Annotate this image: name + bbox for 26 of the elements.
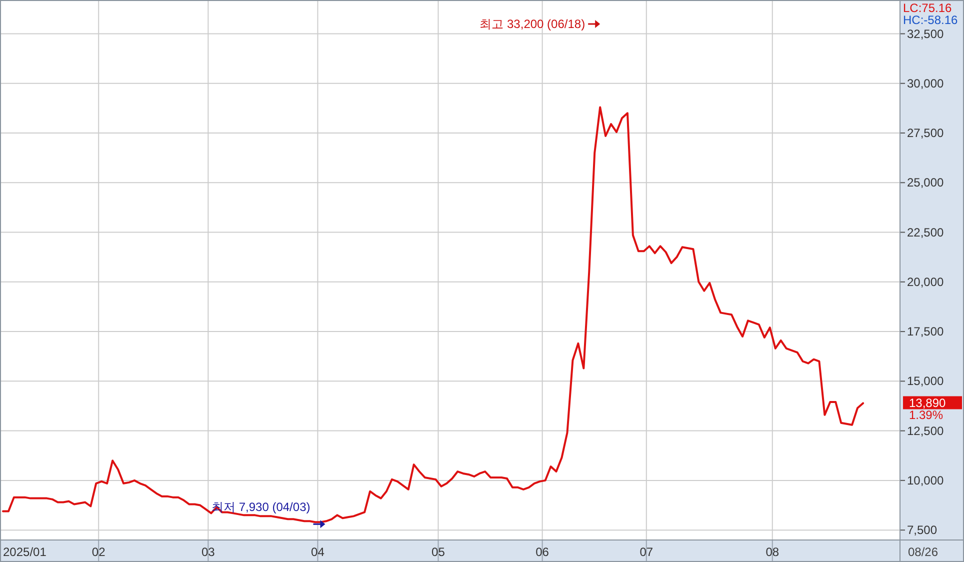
x-tick-label: 02 <box>92 545 106 559</box>
y-tick-label: 15,000 <box>907 374 944 388</box>
x-tick-label: 06 <box>536 545 550 559</box>
y-tick-label: 20,000 <box>907 274 944 289</box>
annotation: 최고 33,200 (06/18) <box>480 17 586 31</box>
x-tick-label: 08 <box>766 545 780 559</box>
y-tick-label: 12,500 <box>907 424 944 438</box>
y-tick-label: 22,500 <box>907 225 944 240</box>
text: HC:-58.16 <box>903 13 958 27</box>
y-tick-label: 17,500 <box>907 324 944 339</box>
x-tick-label: 03 <box>201 545 216 559</box>
annotation: 최저 7,930 (04/03) <box>212 500 310 514</box>
text: 2025/01 <box>3 545 47 559</box>
x-tick-label: 05 <box>432 545 446 559</box>
text: 08/26 <box>908 545 938 559</box>
text: 13,890 <box>909 396 946 410</box>
y-tick-label: 32,500 <box>907 26 944 41</box>
text: LC:75.16 <box>903 1 952 15</box>
y-tick-label: 27,500 <box>907 126 944 140</box>
y-tick-label: 30,000 <box>907 76 944 90</box>
y-tick-label: 7,500 <box>907 523 938 538</box>
x-tick-label: 07 <box>640 545 654 559</box>
y-tick-label: 25,000 <box>907 176 944 190</box>
y-tick-label: 10,000 <box>907 473 944 488</box>
text: 1.39% <box>909 408 944 422</box>
x-tick-label: 04 <box>311 545 325 559</box>
